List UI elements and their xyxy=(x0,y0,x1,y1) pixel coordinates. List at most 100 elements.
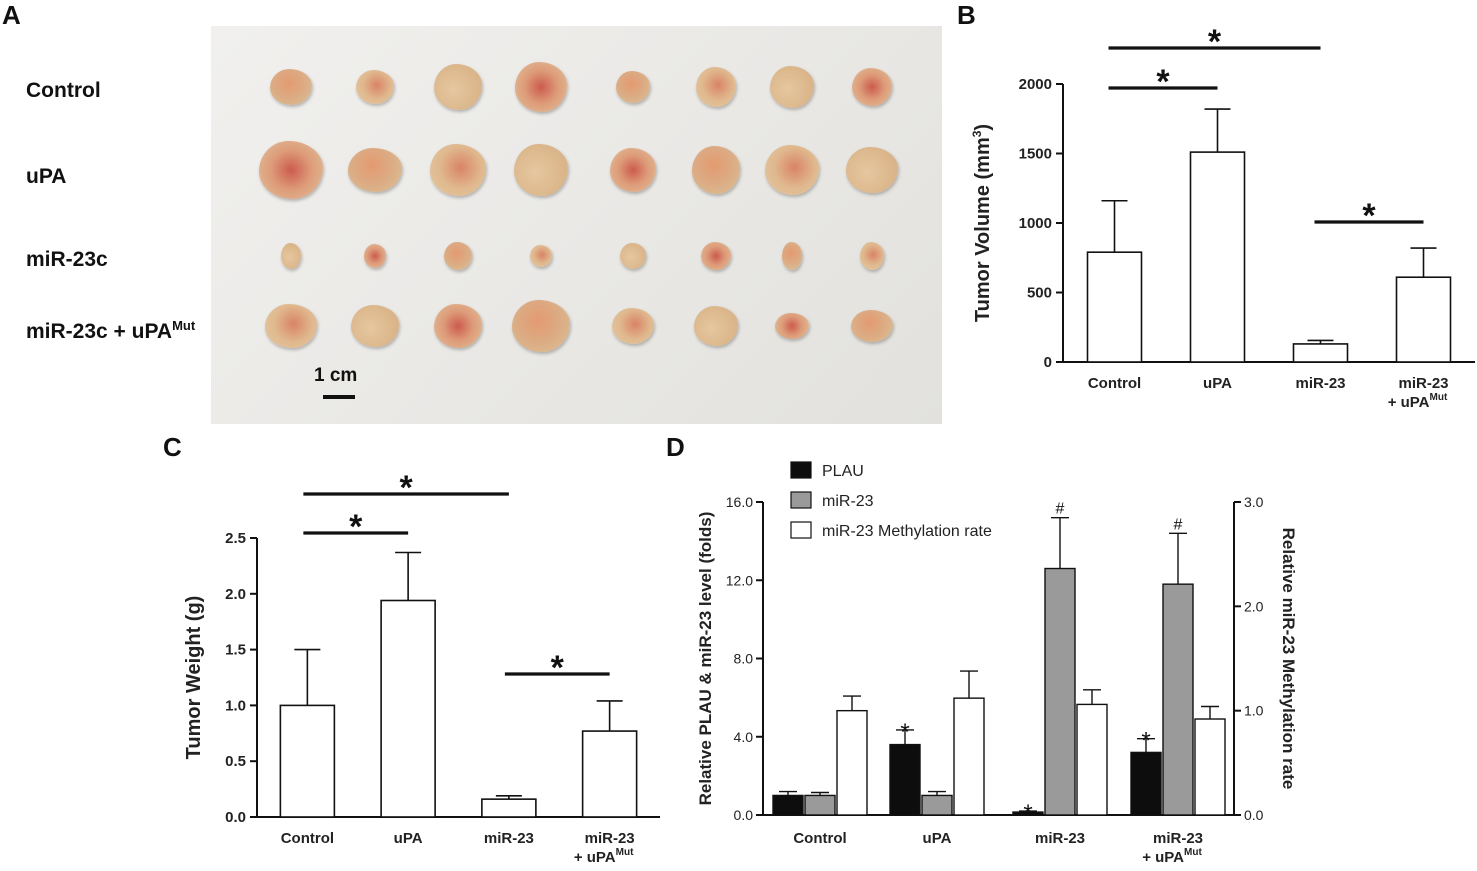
tumor-specimen xyxy=(512,300,570,352)
bar-plau xyxy=(1130,751,1162,816)
tumor-specimen xyxy=(514,144,568,196)
bar-plau xyxy=(772,794,804,816)
bar-2 xyxy=(380,599,436,818)
y-tick-label: 500 xyxy=(1027,285,1052,302)
tumor-specimen xyxy=(610,148,656,192)
row-label-upa: uPA xyxy=(26,165,67,188)
category-label: uPA xyxy=(394,830,423,847)
tumor-specimen xyxy=(765,145,819,195)
y-tick-label: 0.0 xyxy=(734,807,754,823)
tumor-specimen xyxy=(616,71,650,103)
tumor-specimen xyxy=(434,64,482,110)
tumor-photograph xyxy=(211,26,942,424)
y-right-tick-label: 1.0 xyxy=(1244,703,1264,719)
y-axis-title: Tumor Volume (mm3) xyxy=(970,124,994,322)
significance-star: * xyxy=(1141,728,1150,755)
panel-letter-c: C xyxy=(163,432,182,462)
significance-star: * xyxy=(1023,800,1032,827)
y-axis-title: Tumor Weight (g) xyxy=(183,596,205,760)
category-label: miR-23 xyxy=(1398,375,1448,392)
y-tick-label: 1000 xyxy=(1019,215,1052,232)
significance-star: * xyxy=(900,719,909,746)
tumor-specimen xyxy=(852,68,892,106)
significance-star: * xyxy=(400,469,414,507)
tumor-specimen xyxy=(692,146,740,194)
y-tick-label: 0.5 xyxy=(225,753,246,770)
category-label: miR-23 xyxy=(1035,830,1085,847)
y-axis-title: Relative PLAU & miR-23 level (folds) xyxy=(696,512,715,806)
tumor-specimen xyxy=(265,304,317,348)
legend-label: miR-23 xyxy=(822,493,874,510)
tumor-specimen xyxy=(782,242,802,270)
category-label: Control xyxy=(281,830,334,847)
tumor-specimen xyxy=(851,310,893,342)
scale-label: 1 cm xyxy=(314,365,358,386)
significance-hash: # xyxy=(1174,516,1183,533)
tumor-specimen xyxy=(356,70,394,104)
legend-label: miR-23 Methylation rate xyxy=(822,523,992,540)
category-label-line2: + uPAMut xyxy=(1142,847,1202,866)
legend-label: PLAU xyxy=(822,463,864,480)
y-right-tick-label: 3.0 xyxy=(1244,494,1264,510)
tumor-specimen xyxy=(775,313,809,339)
y-tick-label: 4.0 xyxy=(734,729,754,745)
scale-bar xyxy=(323,395,355,399)
significance-star: * xyxy=(551,649,565,687)
row-label-mir23c: miR-23c xyxy=(26,248,108,271)
y-tick-label: 1.0 xyxy=(225,697,246,714)
row-label-control: Control xyxy=(26,79,101,102)
y-tick-label: 2.5 xyxy=(225,530,246,547)
y-tick-label: 2000 xyxy=(1019,76,1052,93)
bar-mir-23-methylation-rate xyxy=(1194,718,1226,816)
tumor-specimen xyxy=(696,67,736,107)
bar-4 xyxy=(581,730,638,818)
tumor-specimen xyxy=(364,244,386,268)
tumor-specimen xyxy=(770,66,814,108)
y-tick-label: 1.5 xyxy=(225,642,246,659)
tumor-specimen xyxy=(444,242,472,270)
tumor-specimen xyxy=(612,308,654,344)
bar-mir-23 xyxy=(1044,567,1076,816)
tumor-specimen xyxy=(281,243,301,269)
bar-mir-23-methylation-rate xyxy=(836,709,868,816)
legend-swatch xyxy=(790,521,812,539)
bar-mir-23-methylation-rate xyxy=(1076,703,1108,816)
category-label: uPA xyxy=(923,830,952,847)
y-tick-label: 0 xyxy=(1044,354,1052,371)
bar-mir-23-methylation-rate xyxy=(953,697,985,816)
legend-swatch xyxy=(790,461,812,479)
category-label: Control xyxy=(1088,375,1141,392)
significance-star: * xyxy=(1156,63,1170,101)
category-label: miR-23 xyxy=(1295,375,1345,392)
category-label: miR-23 xyxy=(585,830,635,847)
panel-letter-d: D xyxy=(666,432,685,462)
y-tick-label: 8.0 xyxy=(734,651,754,667)
significance-star: * xyxy=(1208,23,1222,61)
row-label-mir23c-upa-mut: miR-23c + uPAMut xyxy=(26,318,196,343)
tumor-specimen xyxy=(270,69,312,105)
y-tick-label: 12.0 xyxy=(726,572,753,588)
bar-plau xyxy=(889,743,921,816)
y-right-tick-label: 2.0 xyxy=(1244,598,1264,614)
tumor-specimen xyxy=(434,304,482,348)
y-axis-right-title: Relative miR-23 Methylation rate xyxy=(1279,528,1298,790)
bar-1 xyxy=(1086,251,1143,363)
tumor-specimen xyxy=(620,243,646,269)
category-label: Control xyxy=(793,830,846,847)
tumor-specimen xyxy=(530,245,552,267)
bar-mir-23 xyxy=(921,794,953,816)
category-label: miR-23 xyxy=(484,830,534,847)
y-tick-label: 1500 xyxy=(1019,146,1052,163)
legend-swatch xyxy=(790,491,812,509)
bar-mir-23 xyxy=(804,794,836,816)
category-label: uPA xyxy=(1203,375,1232,392)
y-right-tick-label: 0.0 xyxy=(1244,807,1264,823)
tumor-specimen xyxy=(430,144,486,196)
tumor-specimen xyxy=(515,62,567,112)
significance-star: * xyxy=(1362,197,1376,235)
panel-letter-b: B xyxy=(957,0,976,30)
tumor-specimen xyxy=(846,147,898,193)
